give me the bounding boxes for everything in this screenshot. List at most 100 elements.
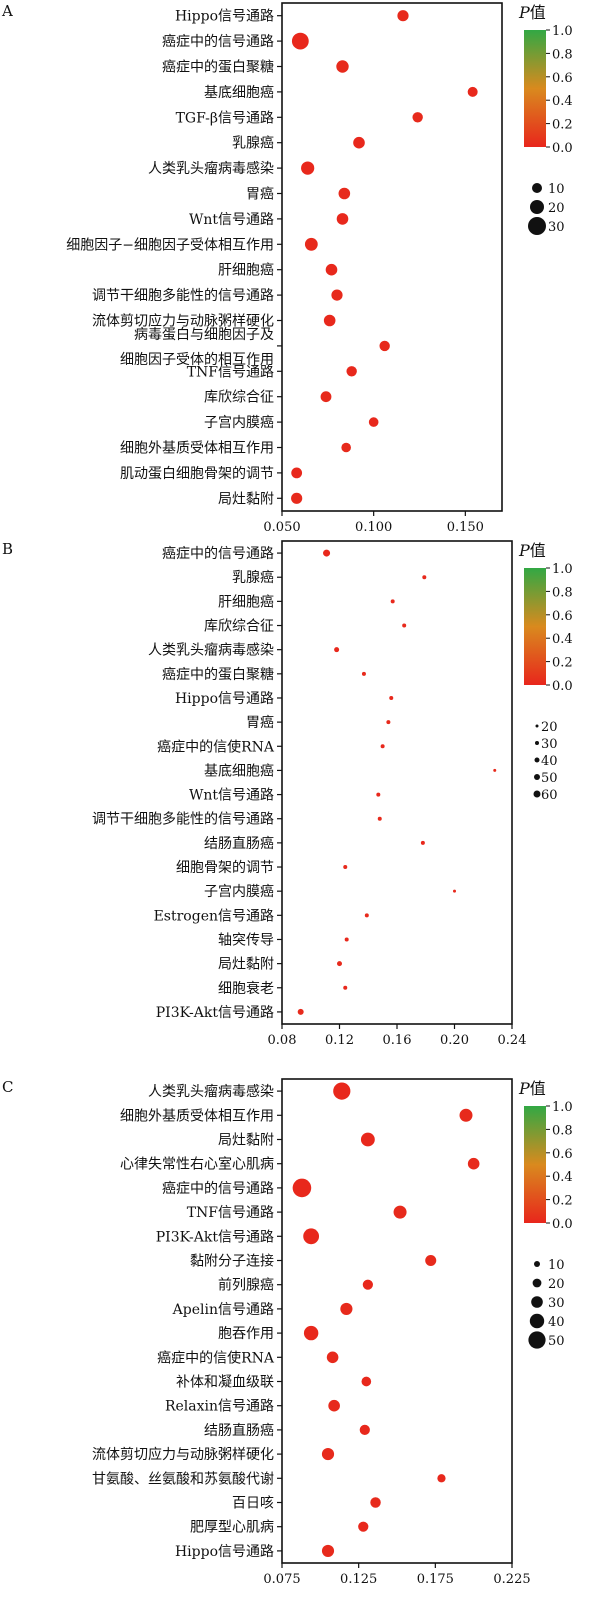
- y-category-label: 心律失常性右心室心肌病: [120, 1156, 274, 1173]
- y-category-label: Estrogen信号通路: [154, 908, 274, 924]
- chart-panel-c: C 人类乳头瘤病毒感染 细胞外基质受体相互作用 局灶黏附 心律失常性右心室心肌病 癌症中…: [0, 1076, 592, 1614]
- y-category-label: 局灶黏附: [218, 1133, 274, 1149]
- y-category-label: Wnt信号通路: [189, 788, 274, 804]
- data-point: [453, 889, 456, 893]
- data-point: [321, 1544, 335, 1557]
- data-point: [390, 599, 395, 604]
- data-point: [467, 1157, 480, 1170]
- color-bar-label: 0.8: [552, 1123, 573, 1138]
- color-bar-label: 0.8: [552, 585, 573, 600]
- data-point: [336, 60, 349, 73]
- chart-panel-b: B 癌症中的信号通路 乳腺癌 肝细胞癌 库欣综合征 人类乳头瘤病毒感染 癌症中的蛋白聚糖 H…: [0, 538, 592, 1076]
- data-point: [325, 263, 338, 276]
- data-point: [326, 1351, 339, 1364]
- y-category-label: 人类乳头瘤病毒感染: [148, 1083, 274, 1100]
- data-point: [376, 792, 381, 797]
- data-point: [368, 417, 379, 427]
- x-tick-label: 0.24: [498, 1033, 527, 1048]
- y-category-label: 细胞因子−细胞因子受体相互作用: [66, 237, 274, 253]
- y-category-label: 前列腺癌: [218, 1277, 274, 1294]
- color-bar: [524, 30, 546, 147]
- data-point: [467, 86, 478, 97]
- y-category-label: 流体剪切应力与动脉粥样硬化: [92, 313, 274, 330]
- data-point: [297, 1008, 304, 1015]
- y-category-label: 基底细胞癌: [204, 762, 274, 779]
- color-bar: [524, 1106, 546, 1223]
- legend-title: P值: [518, 541, 546, 560]
- x-tick-label: 0.20: [440, 1033, 469, 1048]
- data-point: [344, 937, 349, 942]
- plot-frame: [281, 540, 513, 1025]
- y-category-label: 病毒蛋白与细胞因子及: [134, 327, 274, 343]
- data-point: [370, 1497, 381, 1508]
- y-category-label: 肥厚型心肌病: [190, 1520, 274, 1536]
- y-category-label: 胞吞作用: [218, 1326, 274, 1342]
- data-point: [359, 1424, 370, 1435]
- y-category-label: TNF信号通路: [187, 364, 274, 380]
- x-tick-label: 0.150: [447, 520, 484, 535]
- x-tick-label: 0.12: [325, 1033, 354, 1048]
- y-category-label: 百日咳: [232, 1496, 274, 1512]
- x-tick-label: 0.050: [263, 520, 300, 535]
- color-bar: [524, 568, 546, 685]
- data-point: [292, 1178, 312, 1198]
- color-bar-label: 0.4: [552, 94, 573, 109]
- data-point: [422, 575, 427, 580]
- y-category-label: 癌症中的信号通路: [162, 546, 274, 562]
- size-legend-label: 20: [548, 1277, 565, 1292]
- size-legend-label: 20: [541, 720, 558, 735]
- y-category-label: Wnt信号通路: [189, 212, 274, 228]
- data-point: [341, 442, 351, 453]
- size-legend-dot: [532, 1278, 542, 1288]
- y-category-label: Hippo信号通路: [175, 691, 274, 707]
- panel-letter: B: [2, 540, 14, 558]
- data-point: [389, 695, 394, 700]
- size-legend-label: 30: [548, 220, 565, 235]
- color-bar-label: 0.4: [552, 1170, 573, 1185]
- y-category-label: 乳腺癌: [232, 570, 274, 586]
- size-legend-label: 20: [548, 201, 565, 216]
- data-point: [333, 1082, 351, 1100]
- color-bar-label: 1.0: [552, 562, 573, 577]
- y-category-label: 癌症中的信号通路: [162, 34, 274, 50]
- data-point: [343, 865, 348, 870]
- y-category-label: 癌症中的信号通路: [162, 1181, 274, 1197]
- color-bar-label: 0.6: [552, 1147, 573, 1162]
- size-legend-label: 60: [541, 788, 558, 803]
- data-point: [393, 1205, 407, 1219]
- y-category-label: 肝细胞癌: [218, 594, 274, 610]
- size-legend-label: 50: [541, 771, 558, 786]
- data-point: [380, 744, 385, 749]
- data-point: [291, 32, 309, 50]
- data-point: [337, 961, 342, 967]
- size-legend-dot: [534, 757, 540, 763]
- y-category-label: 癌症中的信使RNA: [157, 738, 275, 755]
- chart-panel-a: A Hippo信号通路 癌症中的信号通路 癌症中的蛋白聚糖 基底细胞癌 TGF-β信号通…: [0, 0, 592, 538]
- data-point: [321, 1448, 335, 1461]
- y-category-label: PI3K-Akt信号通路: [156, 1229, 274, 1245]
- data-point: [291, 492, 303, 504]
- size-legend-dot: [535, 724, 539, 728]
- data-point: [304, 237, 318, 251]
- data-point: [338, 187, 351, 200]
- y-category-label: PI3K-Akt信号通路: [156, 1005, 274, 1021]
- y-category-label: 细胞外基质受体相互作用: [120, 440, 274, 457]
- data-point: [493, 768, 497, 772]
- color-bar-label: 0.2: [552, 118, 573, 133]
- size-legend-dot: [530, 200, 544, 214]
- size-legend-label: 50: [548, 1334, 565, 1349]
- color-bar-label: 0.2: [552, 656, 573, 671]
- y-category-label: 细胞骨架的调节: [176, 860, 274, 876]
- data-point: [358, 1521, 369, 1532]
- data-point: [361, 671, 366, 676]
- x-tick-label: 0.100: [355, 520, 392, 535]
- color-bar-label: 0.0: [552, 141, 573, 156]
- y-category-label: Hippo信号通路: [175, 1544, 274, 1560]
- x-tick-label: 0.075: [263, 1572, 300, 1587]
- color-bar-label: 1.0: [552, 24, 573, 39]
- x-tick-label: 0.125: [340, 1572, 377, 1587]
- size-legend-dot: [528, 217, 546, 235]
- data-point: [360, 1132, 375, 1147]
- y-category-label: 结肠直肠癌: [204, 1422, 274, 1439]
- y-category-label: 癌症中的信使RNA: [157, 1349, 275, 1366]
